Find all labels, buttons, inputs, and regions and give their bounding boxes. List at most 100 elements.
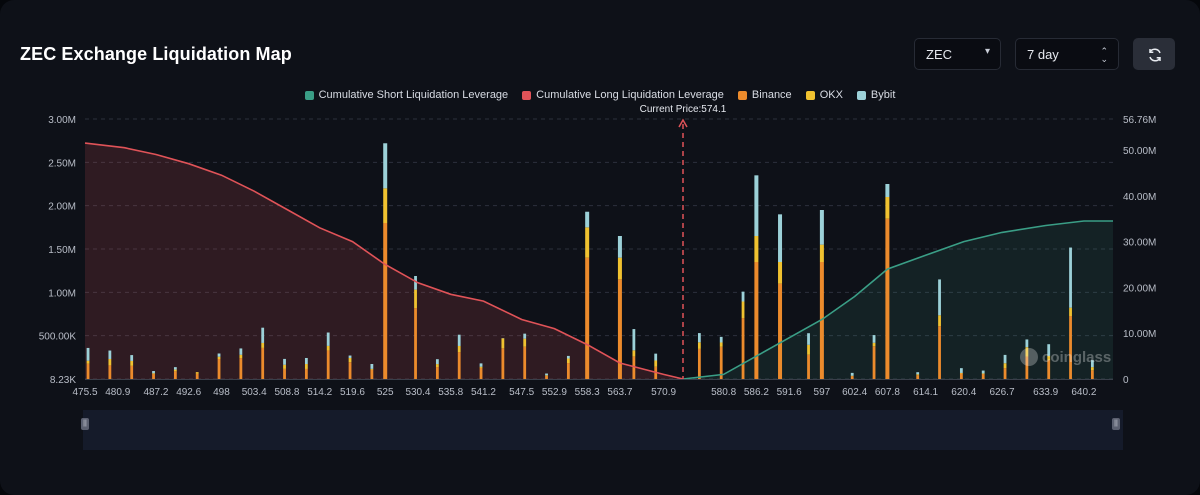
x-tick-label: 607.8 (875, 387, 900, 398)
current-price-arrow-icon (678, 118, 688, 128)
okx-bar (938, 315, 941, 327)
short-cumulative-line (682, 220, 1113, 380)
x-tick-label: 547.5 (509, 387, 534, 398)
y-left-tick-label: 1.50M (48, 245, 76, 256)
y-left-tick-label: 2.50M (48, 158, 76, 169)
okx-bar (807, 344, 810, 355)
x-tick-label: 498 (213, 387, 230, 398)
binance-bar (850, 376, 854, 379)
okx-bar (479, 366, 483, 368)
coin-select-value: ZEC (926, 47, 952, 62)
coin-select[interactable]: ZEC ▾ (914, 38, 1001, 70)
binance-bar (108, 365, 112, 379)
bybit-bar (239, 348, 243, 355)
bybit-bar (938, 279, 941, 316)
bybit-bar (632, 329, 636, 351)
bybit-bar (654, 353, 658, 361)
x-tick-label: 475.5 (72, 387, 97, 398)
bybit-bar (217, 353, 221, 357)
bybit-bar (1047, 344, 1051, 356)
bybit-bar (585, 211, 590, 228)
legend-item-binance[interactable]: Binance (737, 88, 792, 102)
range-navigator[interactable] (83, 410, 1123, 450)
okx-bar (383, 188, 388, 223)
x-tick-label: 487.2 (143, 387, 168, 398)
bybit-bar (523, 333, 527, 339)
y-left-tick-label: 2.00M (48, 202, 76, 213)
y-right-tick-label: 10.00M (1123, 329, 1156, 340)
y-left-tick-label: 1.00M (48, 288, 76, 299)
watermark: coinglass (1020, 348, 1111, 366)
x-tick-label: 525 (377, 387, 394, 398)
okx-bar (654, 360, 658, 367)
bybit-bar (981, 370, 985, 374)
binance-bar (501, 348, 505, 379)
page-title: ZEC Exchange Liquidation Map (20, 44, 292, 64)
binance-bar (1090, 370, 1094, 379)
range-select[interactable]: 7 day ⌃ ⌄ (1015, 38, 1119, 70)
bybit-bar (457, 334, 461, 346)
x-tick-label: 586.2 (744, 387, 769, 398)
bybit-bar (617, 236, 622, 258)
okx-bar (457, 345, 461, 353)
bybit-bar (414, 275, 417, 290)
x-tick-label: 614.1 (913, 387, 938, 398)
bybit-bar (283, 358, 286, 365)
okx-bar (414, 289, 417, 309)
y-right-tick-label: 0 (1123, 375, 1129, 386)
legend-item-okx[interactable]: OKX (805, 88, 843, 102)
x-tick-label: 558.3 (575, 387, 600, 398)
okx-bar (195, 372, 199, 374)
y-right-tick-label: 30.00M (1123, 238, 1156, 249)
legend-item-short[interactable]: Cumulative Short Liquidation Leverage (304, 88, 508, 102)
legend-label-okx: OKX (819, 89, 843, 101)
binance-bar (130, 365, 134, 379)
navigator-left-handle[interactable]: || (81, 418, 89, 430)
bybit-bar (435, 359, 439, 365)
okx-bar (283, 364, 286, 369)
okx-bar (348, 357, 352, 363)
x-tick-label: 570.9 (651, 387, 676, 398)
legend-item-long[interactable]: Cumulative Long Liquidation Leverage (522, 88, 724, 102)
bybit-bar (1090, 360, 1094, 368)
binance-bar (778, 283, 783, 379)
binance-bar (938, 326, 941, 379)
coinglass-logo-icon (1020, 348, 1038, 366)
binance-bar (370, 369, 374, 379)
okx-bar (239, 354, 243, 359)
up-down-chevron-icon: ⌃ ⌄ (1100, 46, 1108, 64)
okx-bar (501, 338, 505, 349)
bybit-bar (545, 373, 548, 376)
binance-bar (479, 367, 483, 379)
binance-bar (959, 373, 963, 379)
binance-bar (348, 362, 352, 379)
okx-bar (916, 374, 920, 376)
refresh-icon (1149, 48, 1161, 62)
binance-bar (754, 262, 759, 379)
navigator-right-handle[interactable]: || (1112, 418, 1120, 430)
bybit-bar (108, 350, 112, 359)
binance-bar (1025, 356, 1029, 379)
refresh-button[interactable] (1133, 38, 1175, 70)
bybit-bar (566, 355, 570, 359)
legend-label-binance: Binance (751, 89, 792, 101)
legend-item-bybit[interactable]: Bybit (856, 88, 895, 102)
bybit-bar (86, 347, 90, 361)
legend-swatch-short (304, 90, 314, 100)
bybit-bar (173, 367, 177, 370)
binance-bar (239, 358, 243, 379)
binance-bar (217, 358, 221, 379)
binance-bar (414, 308, 417, 379)
bybit-bar (959, 368, 963, 373)
legend-label-long: Cumulative Long Liquidation Leverage (536, 89, 724, 101)
x-tick-label: 580.8 (711, 387, 736, 398)
okx-bar (819, 244, 824, 262)
binance-bar (697, 348, 701, 379)
okx-bar (754, 236, 759, 262)
bybit-bar (130, 355, 134, 361)
watermark-text: coinglass (1042, 348, 1112, 366)
bybit-bar (916, 372, 920, 375)
bybit-bar (807, 333, 810, 345)
binance-bar (1069, 316, 1072, 379)
bybit-bar (326, 332, 330, 346)
